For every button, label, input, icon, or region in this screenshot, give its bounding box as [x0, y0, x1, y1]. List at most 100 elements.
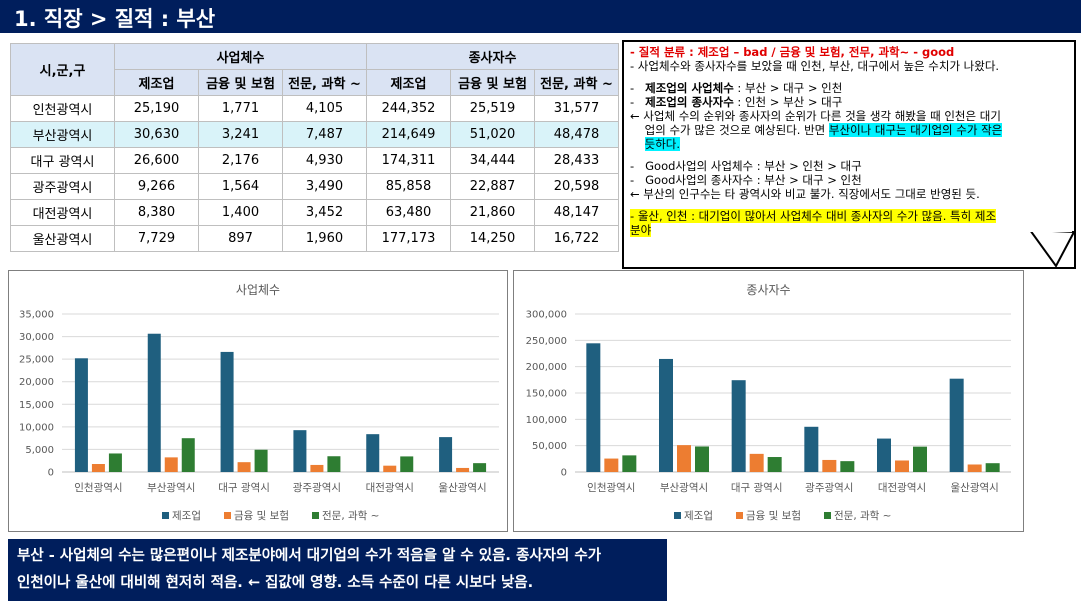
bar-finance: [895, 460, 909, 472]
y-tick-label: 35,000: [19, 310, 54, 321]
table-row: 대구 광역시 26,600 2,176 4,930 174,311 34,444…: [10, 147, 619, 174]
value-cell: 3,490: [282, 173, 367, 200]
value-cell: 48,478: [534, 121, 619, 148]
bar-manufacturing: [731, 380, 746, 472]
y-tick-label: 25,000: [19, 355, 54, 366]
value-cell: 63,480: [366, 199, 451, 226]
value-cell: 9,266: [114, 173, 199, 200]
bar-science: [695, 446, 709, 472]
value-cell: 21,860: [450, 199, 535, 226]
sub-header: 전문, 과학 ~: [534, 69, 619, 96]
region-header: 시,군,구: [10, 43, 115, 96]
table-row: 울산광역시 7,729 897 1,960 177,173 14,250 16,…: [10, 225, 619, 252]
region-cell: 인천광역시: [10, 95, 115, 122]
chart-svg-business: 사업체수 0 5,000 10,000 15,000 20,000 25,000 30,000…: [19, 283, 499, 522]
value-cell: 3,452: [282, 199, 367, 226]
page-title: 1. 직장 > 질적 : 부산: [14, 7, 216, 31]
note-line: ← 사업체 수의 순위와 종사자의 순위가 다른 것을 생각 해봤을 때 인천은…: [630, 109, 1001, 123]
chart-svg-workers: 종사자수 0 50,000 100,000 150,000 200,000 250,000 3…: [526, 283, 1011, 522]
bar-finance: [604, 458, 619, 472]
summary-box: 부산 - 사업체의 수는 많은편이나 제조분야에서 대기업의 수가 적음을 알 …: [8, 539, 667, 601]
value-cell: 7,729: [114, 225, 199, 252]
value-cell: 26,600: [114, 147, 199, 174]
value-cell: 51,020: [450, 121, 535, 148]
bar-manufacturing: [147, 333, 161, 472]
bar-finance: [383, 465, 397, 472]
value-cell: 897: [198, 225, 283, 252]
legend-swatch: [162, 512, 169, 519]
y-tick-label: 20,000: [19, 377, 54, 388]
note-highlight: -: [630, 209, 638, 223]
bar-manufacturing: [366, 434, 380, 472]
bar-manufacturing: [949, 378, 964, 472]
bar-finance: [310, 464, 324, 472]
y-tick-label: 300,000: [526, 310, 567, 321]
legend-swatch: [224, 512, 231, 519]
bar-manufacturing: [74, 358, 88, 472]
bar-finance: [677, 445, 691, 472]
note-line: - 제조업의 종사자수 : 인천 > 부산 > 대구: [630, 95, 843, 109]
value-cell: 30,630: [114, 121, 199, 148]
x-tick-label: 대전광역시: [878, 482, 926, 494]
note-text: 부산의 인구수는 타 광역시와 비교 불가. 직장에서도 그대로 반영된 듯.: [643, 187, 980, 201]
note-text: 사업체 수의 순위와 종사자의 순위가 다른 것을 생각 해봤을 때 인천은 대…: [643, 109, 1001, 123]
value-cell: 28,433: [534, 147, 619, 174]
value-cell: 25,190: [114, 95, 199, 122]
x-tick-label: 인천광역시: [587, 482, 635, 494]
group-header-business: 사업체수: [114, 43, 367, 70]
sub-header: 금융 및 보험: [198, 69, 283, 96]
value-cell: 4,930: [282, 147, 367, 174]
bar-finance: [967, 464, 982, 472]
y-tick-label: 10,000: [19, 422, 54, 433]
bar-science: [622, 455, 637, 472]
bar-manufacturing: [220, 351, 234, 472]
y-tick-label: 200,000: [526, 362, 567, 373]
value-cell: 244,352: [366, 95, 451, 122]
chart-title: 사업체수: [236, 283, 280, 297]
value-cell: 20,598: [534, 173, 619, 200]
x-tick-label: 울산광역시: [951, 482, 999, 494]
note-line: ← 부산의 인구수는 타 광역시와 비교 불가. 직장에서도 그대로 반영된 듯…: [630, 187, 980, 201]
note-line: 듯하다.: [630, 137, 1068, 151]
value-cell: 2,176: [198, 147, 283, 174]
note-line: - Good사업의 사업체수 : 부산 > 인천 > 대구: [630, 159, 862, 173]
x-tick-label: 대구 광역시: [218, 482, 270, 494]
note-text: : 인천 > 부산 > 대구: [733, 95, 843, 109]
note-line: - 질적 분류 : 제조업 – bad / 금융 및 보험, 전무, 과학~ -…: [630, 45, 955, 59]
note-highlight: 울산, 인천 : 대기업이 많아서 사업체수 대비 종사자의 수가 많음. 특히…: [637, 209, 997, 223]
y-tick-label: 150,000: [526, 389, 567, 400]
bar-manufacturing: [293, 430, 307, 472]
bar-manufacturing: [659, 358, 673, 472]
bar-science: [254, 449, 268, 472]
y-tick-label: 250,000: [526, 336, 567, 347]
sub-header: 전문, 과학 ~: [282, 69, 367, 96]
legend-label: 금융 및 보험: [234, 510, 289, 522]
note-line: - Good사업의 종사자수 : 부산 > 대구 > 인천: [630, 173, 862, 187]
data-table: 시,군,구 사업체수 종사자수 제조업 금융 및 보험 전문, 과학 ~ 제조업…: [10, 43, 619, 252]
value-cell: 177,173: [366, 225, 451, 252]
bar-science: [913, 446, 927, 472]
x-tick-label: 부산광역시: [660, 482, 708, 494]
bar-science: [327, 456, 341, 472]
title-bar: 1. 직장 > 질적 : 부산: [0, 0, 1081, 33]
x-tick-label: 대구 광역시: [731, 482, 783, 494]
value-cell: 16,722: [534, 225, 619, 252]
legend-label: 전문, 과학 ~: [322, 510, 379, 522]
x-tick-label: 대전광역시: [366, 482, 414, 494]
sub-header: 제조업: [366, 69, 451, 96]
bar-manufacturing: [877, 438, 891, 472]
value-cell: 1,400: [198, 199, 283, 226]
note-line: - 제조업의 사업체수 : 부산 > 대구 > 인천: [630, 81, 843, 95]
callout-tail: [1030, 230, 1076, 268]
value-cell: 214,649: [366, 121, 451, 148]
value-cell: 3,241: [198, 121, 283, 148]
sub-header: 금융 및 보험: [450, 69, 535, 96]
bar-manufacturing: [804, 426, 819, 472]
x-tick-label: 부산광역시: [147, 482, 195, 494]
y-tick-label: 0: [48, 468, 54, 479]
value-cell: 1,771: [198, 95, 283, 122]
bar-science: [400, 456, 414, 472]
y-tick-label: 5,000: [25, 445, 54, 456]
y-tick-label: 50,000: [532, 441, 567, 452]
summary-line: 부산 - 사업체의 수는 많은편이나 제조분야에서 대기업의 수가 적음을 알 …: [17, 548, 602, 564]
